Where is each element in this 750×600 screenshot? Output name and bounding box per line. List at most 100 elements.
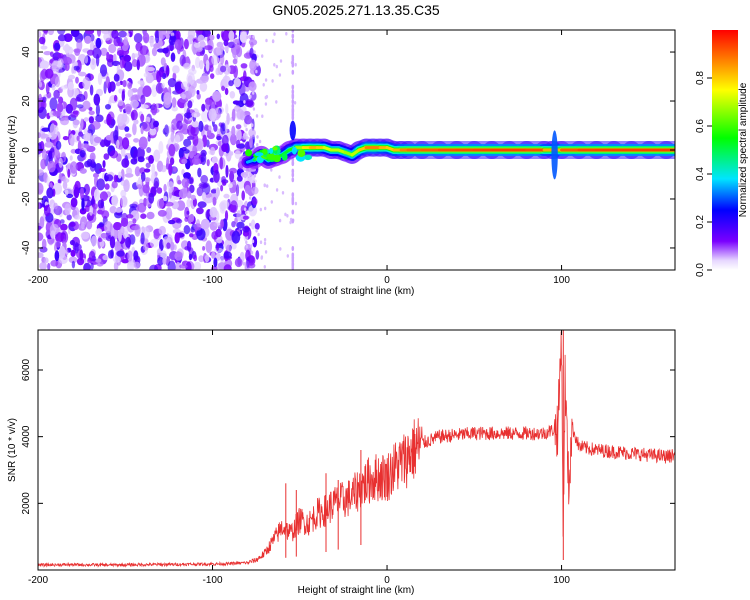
- noise-blob: [158, 141, 164, 154]
- noise-blob: [151, 103, 158, 116]
- noise-blob: [215, 228, 222, 238]
- noise-blob: [244, 133, 247, 137]
- noise-blob: [122, 137, 130, 150]
- noise-blob: [232, 58, 238, 65]
- noise-blob: [136, 184, 142, 190]
- noise-blob: [188, 68, 197, 75]
- noise-blob: [197, 34, 205, 43]
- noise-blob: [168, 163, 173, 176]
- noise-blob: [113, 174, 118, 183]
- noise-blob: [201, 73, 209, 84]
- noise-blob: [162, 195, 168, 202]
- noise-blob: [229, 91, 236, 99]
- noise-blob: [40, 133, 49, 138]
- noise-blob: [49, 97, 58, 111]
- noise-blob: [79, 207, 87, 215]
- noise-blob: [140, 113, 145, 123]
- noise-blob: [145, 67, 155, 72]
- noise-blob: [129, 203, 138, 209]
- noise-blob: [89, 41, 95, 52]
- spectrogram-noise-region: [38, 30, 298, 270]
- noise-blob: [183, 225, 191, 235]
- noise-blob: [260, 256, 263, 260]
- noise-blob: [80, 231, 90, 240]
- noise-blob: [60, 223, 68, 231]
- noise-blob: [141, 104, 149, 109]
- noise-blob: [181, 158, 188, 165]
- noise-blob: [213, 124, 218, 132]
- colorbar-tick-label: 0.4: [695, 167, 706, 181]
- noise-blob: [146, 147, 152, 153]
- noise-blob: [247, 262, 256, 269]
- noise-blob: [242, 215, 249, 220]
- x-tick-label: -100: [203, 575, 223, 586]
- noise-blob: [106, 113, 112, 126]
- noise-blob: [249, 222, 252, 227]
- spectrogram-features: [289, 120, 558, 180]
- noise-blob: [57, 34, 67, 42]
- noise-blob: [224, 87, 229, 96]
- noise-blob: [118, 99, 124, 107]
- noise-blob: [137, 202, 147, 213]
- noise-blob: [38, 106, 47, 120]
- noise-blob: [253, 50, 256, 54]
- noise-blob: [291, 60, 295, 66]
- noise-blob: [133, 33, 143, 43]
- noise-blob: [234, 38, 241, 50]
- noise-blob: [93, 206, 97, 217]
- noise-blob: [49, 123, 56, 137]
- noise-blob: [220, 185, 224, 192]
- noise-blob: [200, 218, 210, 230]
- noise-blob: [196, 90, 200, 95]
- noise-blob: [190, 194, 196, 201]
- noise-blob: [158, 67, 164, 78]
- noise-blob: [148, 192, 155, 204]
- noise-blob: [249, 172, 252, 177]
- noise-blob: [76, 104, 84, 109]
- noise-blob: [99, 191, 108, 202]
- noise-blob: [168, 219, 176, 225]
- noise-blob: [38, 232, 44, 242]
- noise-blob: [146, 211, 155, 220]
- noise-blob: [225, 103, 229, 115]
- noise-blob: [64, 203, 71, 216]
- noise-blob: [44, 68, 54, 79]
- noise-blob: [166, 242, 171, 249]
- snr-y-ticks: 2000 4000 6000: [21, 358, 675, 514]
- noise-blob: [208, 108, 217, 121]
- y-tick-label: 20: [21, 95, 32, 107]
- noise-blob: [209, 206, 218, 218]
- noise-blob: [171, 201, 179, 210]
- noise-blob: [221, 85, 226, 92]
- noise-blob: [206, 159, 210, 167]
- noise-blob: [180, 81, 190, 90]
- noise-blob: [204, 197, 213, 204]
- noise-blob: [191, 120, 199, 128]
- noise-blob: [55, 240, 61, 248]
- noise-blob: [133, 138, 140, 143]
- noise-blob: [97, 237, 103, 243]
- noise-blob: [248, 255, 255, 264]
- noise-blob: [183, 138, 192, 148]
- noise-blob: [83, 117, 89, 122]
- noise-blob: [100, 232, 107, 239]
- x-tick-label: 0: [384, 275, 390, 286]
- noise-blob: [64, 189, 69, 196]
- noise-blob: [89, 205, 94, 216]
- noise-blob: [90, 58, 97, 70]
- noise-blob: [119, 80, 124, 85]
- noise-blob: [193, 223, 202, 231]
- noise-blob: [224, 120, 228, 133]
- noise-blob: [183, 38, 189, 50]
- noise-blob: [148, 154, 155, 164]
- noise-blob: [47, 262, 51, 270]
- noise-blob: [255, 250, 260, 260]
- noise-blob: [291, 192, 295, 198]
- noise-blob: [149, 238, 159, 248]
- noise-blob: [111, 30, 119, 39]
- noise-blob: [158, 225, 166, 236]
- noise-blob: [76, 93, 86, 102]
- noise-blob: [249, 196, 252, 200]
- noise-blob: [244, 141, 251, 151]
- noise-blob: [95, 258, 102, 263]
